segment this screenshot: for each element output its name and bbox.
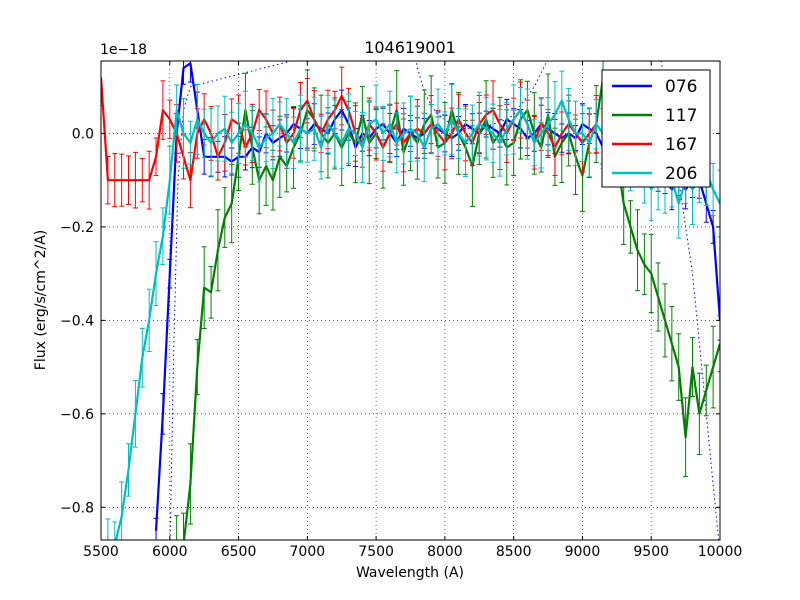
y-tick-label: −0.4 [60, 313, 94, 329]
legend-label-167: 167 [665, 135, 697, 155]
legend: 076 117 167 206 [601, 69, 711, 188]
x-tick-label: 7500 [358, 544, 394, 560]
x-tick-label: 9000 [565, 544, 601, 560]
y-tick-label: −0.8 [60, 500, 94, 516]
y-offset-label: 1e−18 [100, 42, 147, 58]
x-tick-label: 10000 [698, 544, 743, 560]
axis-ticks: 5500 6000 6500 7000 7500 8000 8500 9000 9500 1000… [60, 61, 742, 560]
x-axis-label: Wavelength (A) [356, 565, 464, 581]
y-axis-label: Flux (erg/s/cm^2/A) [33, 230, 49, 370]
y-tick-label: −0.6 [60, 407, 94, 423]
chart-title: 104619001 [364, 38, 456, 57]
y-tick-label: 0.0 [72, 126, 94, 142]
legend-box [601, 69, 711, 188]
x-tick-label: 9500 [633, 544, 669, 560]
x-tick-label: 7000 [290, 544, 326, 560]
y-tick-label: −0.2 [60, 220, 94, 236]
legend-label-206: 206 [665, 164, 697, 184]
x-tick-label: 8000 [427, 544, 463, 560]
legend-label-076: 076 [665, 77, 697, 97]
legend-label-117: 117 [665, 106, 697, 126]
plot-frame [100, 60, 721, 541]
x-tick-label: 6500 [221, 544, 257, 560]
x-tick-label: 8500 [496, 544, 532, 560]
x-tick-label: 6000 [152, 544, 188, 560]
x-tick-label: 5500 [83, 544, 119, 560]
